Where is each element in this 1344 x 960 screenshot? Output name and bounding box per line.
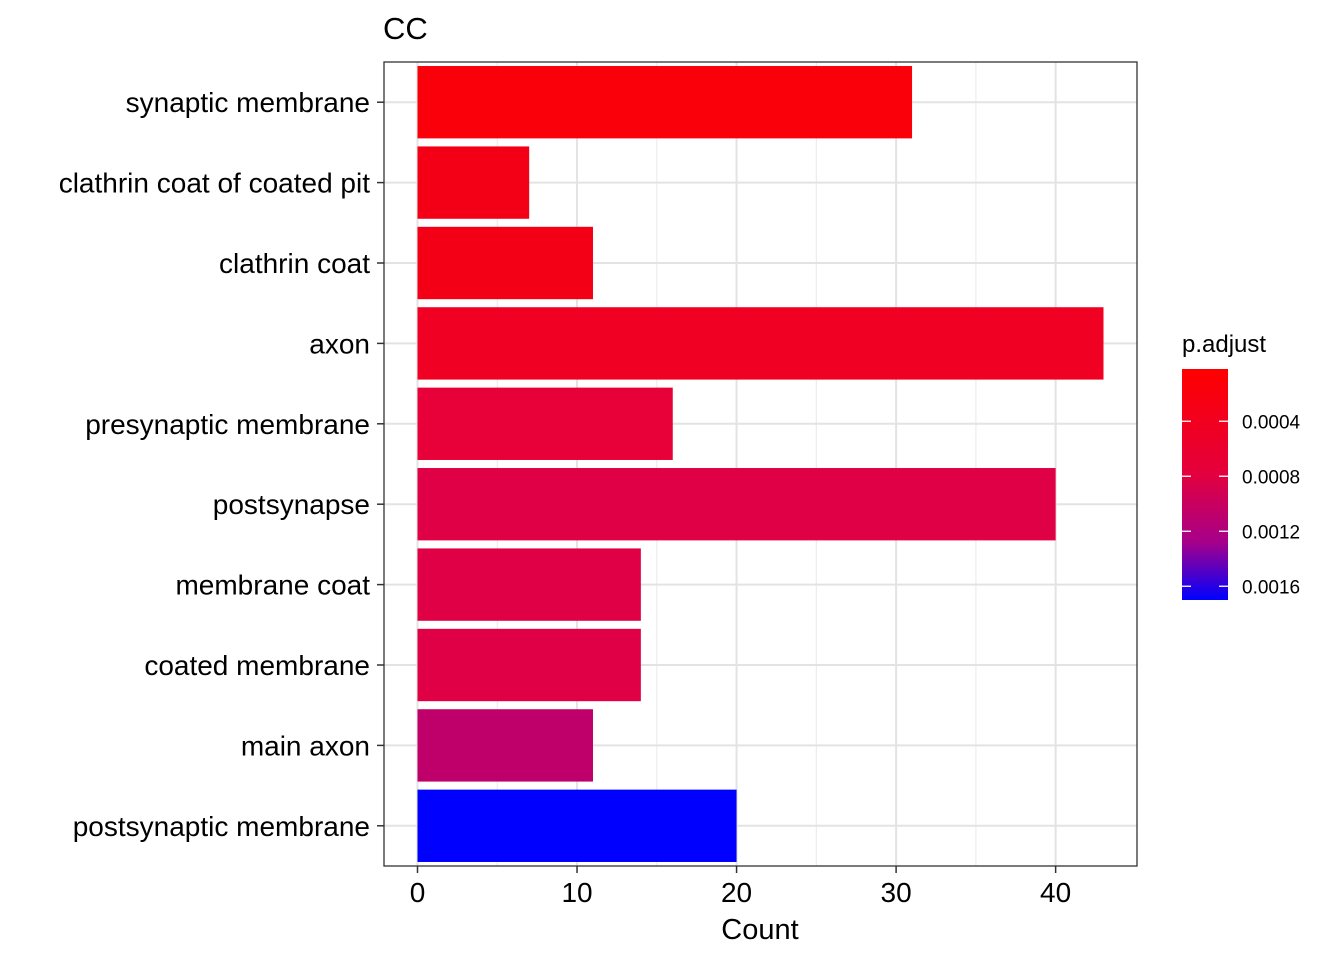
x-tick-label: 30 bbox=[881, 877, 912, 908]
x-tick-label: 20 bbox=[721, 877, 752, 908]
chart-title: CC bbox=[383, 11, 428, 46]
bar bbox=[417, 709, 593, 782]
bars-layer bbox=[417, 66, 1104, 862]
legend-colorbar bbox=[1182, 369, 1228, 600]
legend: p.adjust 0.0004 0.0008 0.0012 0.0016 bbox=[1182, 331, 1301, 600]
y-tick-label: presynaptic membrane bbox=[85, 409, 370, 440]
x-tick-label: 40 bbox=[1040, 877, 1071, 908]
legend-tick-label: 0.0004 bbox=[1242, 412, 1301, 433]
y-tick-label: synaptic membrane bbox=[126, 87, 370, 118]
y-tick-label: clathrin coat of coated pit bbox=[59, 168, 371, 199]
bar bbox=[417, 468, 1056, 541]
bar bbox=[417, 66, 913, 139]
panel-border bbox=[383, 61, 1138, 867]
y-tick-label: membrane coat bbox=[175, 570, 370, 601]
legend-title: p.adjust bbox=[1182, 331, 1266, 358]
x-axis-title: Count bbox=[721, 914, 798, 946]
y-tick-label: postsynapse bbox=[213, 489, 370, 520]
bar bbox=[417, 146, 530, 219]
legend-tick-label: 0.0008 bbox=[1242, 467, 1300, 488]
y-tick-label: coated membrane bbox=[144, 650, 370, 681]
bar bbox=[417, 628, 641, 702]
bar bbox=[417, 789, 737, 862]
x-axis: 0 10 20 30 40 bbox=[410, 866, 1071, 908]
y-tick-label: main axon bbox=[241, 730, 370, 761]
legend-tick-label: 0.0012 bbox=[1242, 522, 1300, 543]
y-axis: synaptic membrane clathrin coat of coated… bbox=[59, 87, 384, 842]
bar bbox=[417, 387, 673, 460]
bar bbox=[417, 307, 1104, 380]
legend-tick-label: 0.0016 bbox=[1242, 577, 1300, 598]
x-tick-label: 0 bbox=[410, 877, 426, 908]
y-tick-label: clathrin coat bbox=[219, 248, 370, 279]
bar bbox=[417, 226, 593, 300]
bar bbox=[417, 548, 641, 621]
y-tick-label: axon bbox=[309, 328, 370, 359]
x-tick-label: 10 bbox=[561, 877, 592, 908]
y-tick-label: postsynaptic membrane bbox=[73, 811, 370, 842]
